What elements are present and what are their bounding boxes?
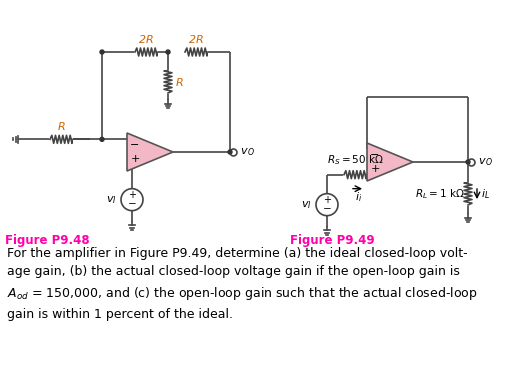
Text: 2$R$: 2$R$ — [188, 33, 204, 45]
Text: Figure P9.48: Figure P9.48 — [5, 234, 90, 247]
Text: −: − — [370, 150, 380, 160]
Text: +: + — [128, 190, 136, 200]
Text: $v_O$: $v_O$ — [237, 146, 255, 158]
Text: $R$: $R$ — [175, 76, 184, 88]
Polygon shape — [127, 133, 173, 171]
Text: −: − — [322, 204, 331, 214]
Text: +: + — [323, 195, 331, 205]
Circle shape — [466, 160, 470, 164]
Text: +: + — [130, 154, 140, 164]
Text: $v_I$: $v_I$ — [301, 199, 312, 211]
Text: $i_i$: $i_i$ — [355, 191, 363, 205]
Text: $v_I$: $v_I$ — [106, 194, 117, 206]
Text: $R_L = 1$ kΩ: $R_L = 1$ kΩ — [415, 187, 465, 201]
Text: $R$: $R$ — [57, 120, 65, 132]
Text: −: − — [130, 140, 140, 150]
Text: $v_O$: $v_O$ — [475, 156, 493, 168]
Circle shape — [228, 150, 232, 154]
Text: For the amplifier in Figure P9.49, determine (a) the ideal closed-loop volt-
age: For the amplifier in Figure P9.49, deter… — [7, 247, 478, 321]
Circle shape — [166, 50, 170, 54]
Text: −: − — [128, 199, 137, 209]
Circle shape — [100, 50, 104, 54]
Text: +: + — [370, 164, 380, 174]
Polygon shape — [367, 143, 413, 181]
Text: 2$R$: 2$R$ — [138, 33, 154, 45]
Text: $R_S = 50$ kΩ: $R_S = 50$ kΩ — [327, 153, 383, 167]
Text: Figure P9.49: Figure P9.49 — [290, 234, 375, 247]
Text: $i_L$: $i_L$ — [481, 187, 490, 201]
Circle shape — [100, 137, 104, 141]
